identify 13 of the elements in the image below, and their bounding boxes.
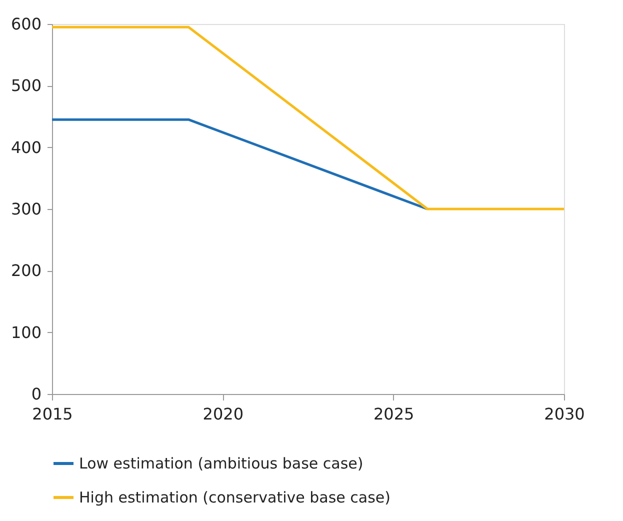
legend-label: High estimation (conservative base case) — [79, 488, 390, 506]
x-tick-label: 2015 — [32, 404, 73, 424]
y-tick-label: 200 — [10, 261, 42, 280]
x-tick-label: 2020 — [202, 404, 244, 424]
x-tick-label: 2030 — [544, 404, 585, 424]
y-tick-label: 100 — [10, 322, 42, 342]
y-tick-label: 0 — [31, 384, 42, 404]
y-tick-label: 300 — [10, 200, 42, 218]
y-tick-label: 400 — [10, 138, 42, 157]
x-tick-label: 2025 — [373, 404, 414, 424]
y-tick-label: 500 — [10, 76, 42, 96]
legend-label: Low estimation (ambitious base case) — [79, 454, 364, 472]
y-tick-label: 600 — [10, 14, 42, 34]
